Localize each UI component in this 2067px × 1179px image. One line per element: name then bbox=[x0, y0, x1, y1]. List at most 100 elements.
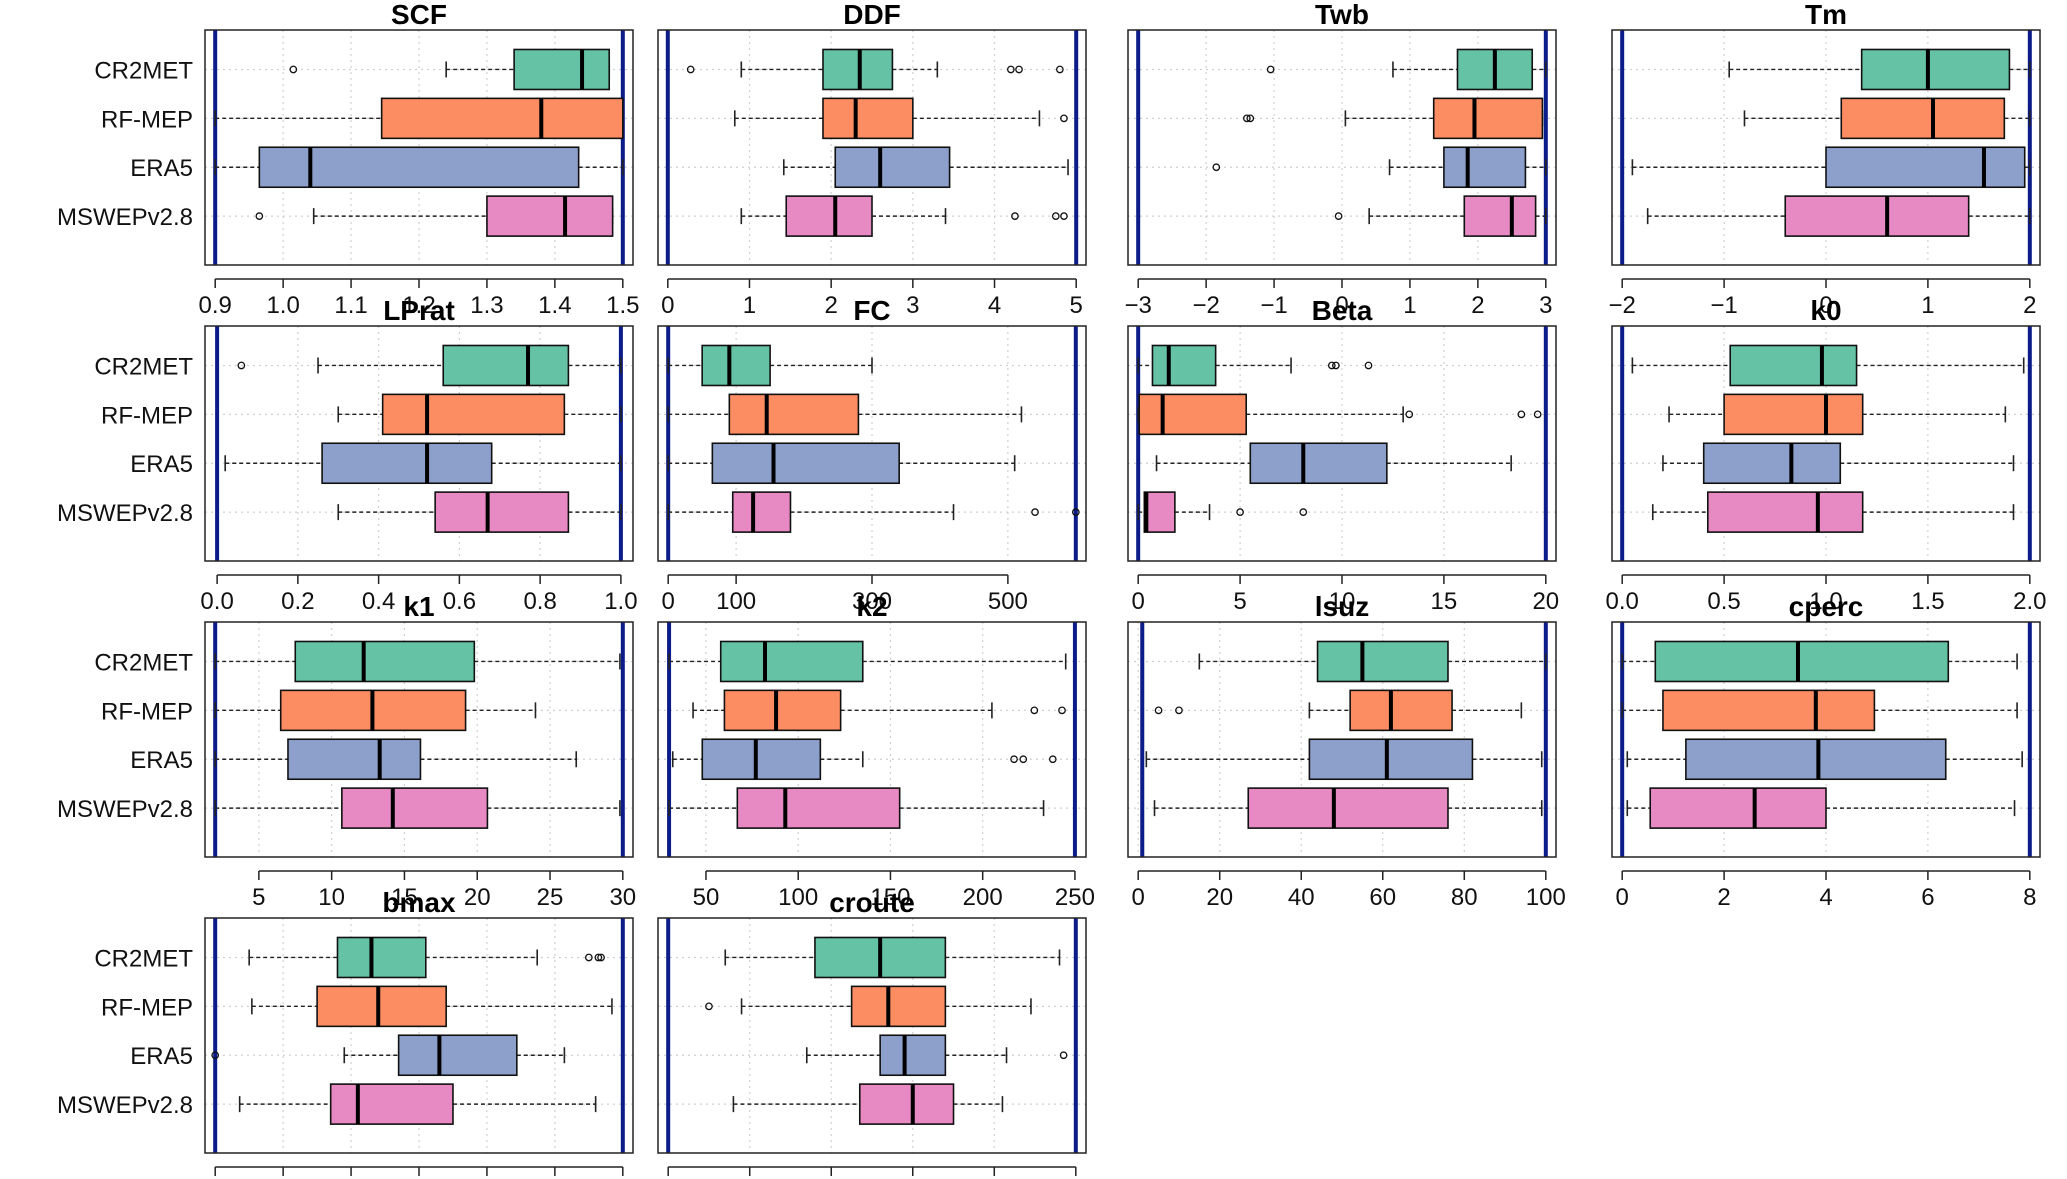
panel-title: Twb bbox=[1315, 0, 1369, 30]
x-tick-label: 20 bbox=[1206, 884, 1233, 911]
outlier-point-mswepv2-8 bbox=[1071, 508, 1080, 516]
panel-twb: Twb −3 −2 −1 0 1 2 3 bbox=[1125, 0, 1557, 319]
panel-frame bbox=[657, 621, 1087, 858]
box-rf-mep bbox=[1840, 97, 2006, 140]
x-tick-label: 0.0 bbox=[200, 588, 233, 615]
box-rf-mep bbox=[822, 97, 914, 140]
panel-frame bbox=[204, 917, 634, 1154]
outlier-point-era5 bbox=[1048, 755, 1057, 764]
box-mswepv2-8 bbox=[329, 1083, 454, 1125]
x-tick-label: 0.5 bbox=[1707, 588, 1740, 615]
panel-title: lsuz bbox=[1315, 591, 1369, 622]
outlier-point-era5 bbox=[1019, 755, 1028, 764]
x-tick-label: 1.5 bbox=[1911, 588, 1944, 615]
outlier-point-rf-mep bbox=[1246, 114, 1255, 123]
x-tick-label: 2.0 bbox=[2013, 588, 2046, 615]
box-rf-mep bbox=[723, 689, 842, 732]
x-tick-label: 1.2 bbox=[402, 292, 435, 319]
box-era5 bbox=[321, 442, 493, 485]
y-axis-label-cr2met: CR2MET bbox=[94, 353, 193, 380]
box-rf-mep bbox=[1662, 689, 1876, 732]
x-tick-label: 1 bbox=[743, 292, 756, 319]
box-mswepv2-8 bbox=[434, 491, 570, 533]
x-tick-label: 5 bbox=[1070, 292, 1083, 319]
x-tick-label: −2 bbox=[1609, 292, 1636, 319]
outlier-point-mswepv2-8 bbox=[1031, 508, 1039, 516]
y-axis-label-mswepv2-8: MSWEPv2.8 bbox=[57, 796, 193, 823]
x-tick-label: 60 bbox=[1369, 884, 1396, 911]
outlier-point-cr2met bbox=[1332, 361, 1340, 370]
box-era5 bbox=[1685, 738, 1947, 781]
x-tick-label: 5 bbox=[252, 884, 265, 911]
x-tick-label: 3 bbox=[1539, 292, 1552, 319]
panel-title: SCF bbox=[391, 0, 447, 30]
box-cr2met bbox=[1729, 344, 1858, 387]
x-tick-label: 0 bbox=[1132, 588, 1145, 615]
outlier-point-era5 bbox=[1212, 163, 1221, 172]
x-tick-label: 5 bbox=[1233, 588, 1246, 615]
x-tick-label: 250 bbox=[1055, 884, 1095, 911]
box-mswepv2-8 bbox=[486, 195, 614, 237]
outlier-point-cr2met bbox=[1015, 65, 1023, 74]
x-tick-label: 1.4 bbox=[538, 292, 571, 319]
x-tick-label: 500 bbox=[988, 588, 1028, 615]
x-tick-label: 0.8 bbox=[523, 588, 556, 615]
outlier-point-rf-mep bbox=[1175, 706, 1183, 715]
x-tick-label: 40 bbox=[1288, 884, 1315, 911]
panel-frame bbox=[1127, 325, 1557, 562]
x-tick-label: 0.2 bbox=[281, 588, 314, 615]
outlier-point-cr2met bbox=[686, 65, 695, 74]
box-rf-mep bbox=[850, 985, 947, 1028]
outlier-point-rf-mep bbox=[1405, 410, 1414, 419]
x-tick-label: 2 bbox=[2023, 292, 2036, 319]
outlier-point-mswepv2-8 bbox=[1060, 212, 1068, 220]
panel-frame bbox=[657, 29, 1087, 266]
panel-title: Tm bbox=[1805, 0, 1847, 30]
x-tick-label: 15 bbox=[391, 884, 418, 911]
outlier-point-rf-mep bbox=[1154, 706, 1163, 715]
outlier-point-era5 bbox=[1059, 1051, 1068, 1060]
box-cr2met bbox=[442, 344, 570, 387]
x-tick-label: 2 bbox=[824, 292, 837, 319]
outlier-point-cr2met bbox=[1266, 65, 1275, 74]
outlier-point-mswepv2-8 bbox=[1236, 508, 1244, 516]
box-cr2met bbox=[1151, 344, 1217, 387]
box-mswepv2-8 bbox=[1143, 491, 1176, 533]
x-tick-label: 100 bbox=[1526, 884, 1566, 911]
x-tick-label: 300 bbox=[852, 588, 892, 615]
outlier-point-rf-mep bbox=[1517, 410, 1526, 419]
panel-frame bbox=[204, 621, 634, 858]
x-tick-label: −1 bbox=[1260, 292, 1287, 319]
panel-title: k2 bbox=[856, 591, 887, 622]
panel-frame bbox=[1611, 29, 2041, 266]
outlier-point-mswepv2-8 bbox=[1051, 212, 1060, 220]
x-tick-label: 1.5 bbox=[606, 292, 639, 319]
x-tick-label: 10 bbox=[318, 884, 345, 911]
panel-k0: k0 0.0 0.5 1.0 1.5 2.0 bbox=[1606, 295, 2047, 615]
box-rf-mep bbox=[1723, 393, 1864, 436]
box-rf-mep bbox=[380, 97, 624, 140]
y-axis-label-mswepv2-8: MSWEPv2.8 bbox=[57, 204, 193, 231]
y-axis-label-rf-mep: RF-MEP bbox=[101, 994, 193, 1021]
outlier-point-mswepv2-8 bbox=[1334, 212, 1343, 220]
panel-title: cperc bbox=[1789, 591, 1864, 622]
outlier-point-cr2met bbox=[584, 953, 593, 962]
y-axis-label-rf-mep: RF-MEP bbox=[101, 698, 193, 725]
box-era5 bbox=[1443, 146, 1527, 189]
box-era5 bbox=[1702, 442, 1842, 485]
x-tick-label: 0 bbox=[1819, 292, 1832, 319]
y-axis-label-mswepv2-8: MSWEPv2.8 bbox=[57, 500, 193, 527]
y-axis-label-rf-mep: RF-MEP bbox=[101, 106, 193, 133]
panel-frame bbox=[1611, 325, 2041, 562]
x-tick-label: 4 bbox=[1819, 884, 1832, 911]
outlier-point-cr2met bbox=[1327, 361, 1336, 370]
x-tick-label: 0 bbox=[661, 292, 674, 319]
y-axis-label-mswepv2-8: MSWEPv2.8 bbox=[57, 1092, 193, 1119]
box-mswepv2-8 bbox=[858, 1083, 955, 1125]
panel-croute: croute01020304050 bbox=[657, 887, 1087, 1176]
panel-frame bbox=[657, 325, 1087, 562]
x-tick-label: 1.0 bbox=[1809, 588, 1842, 615]
x-tick-label: 4 bbox=[988, 292, 1001, 319]
panel-frame bbox=[1611, 621, 2041, 858]
